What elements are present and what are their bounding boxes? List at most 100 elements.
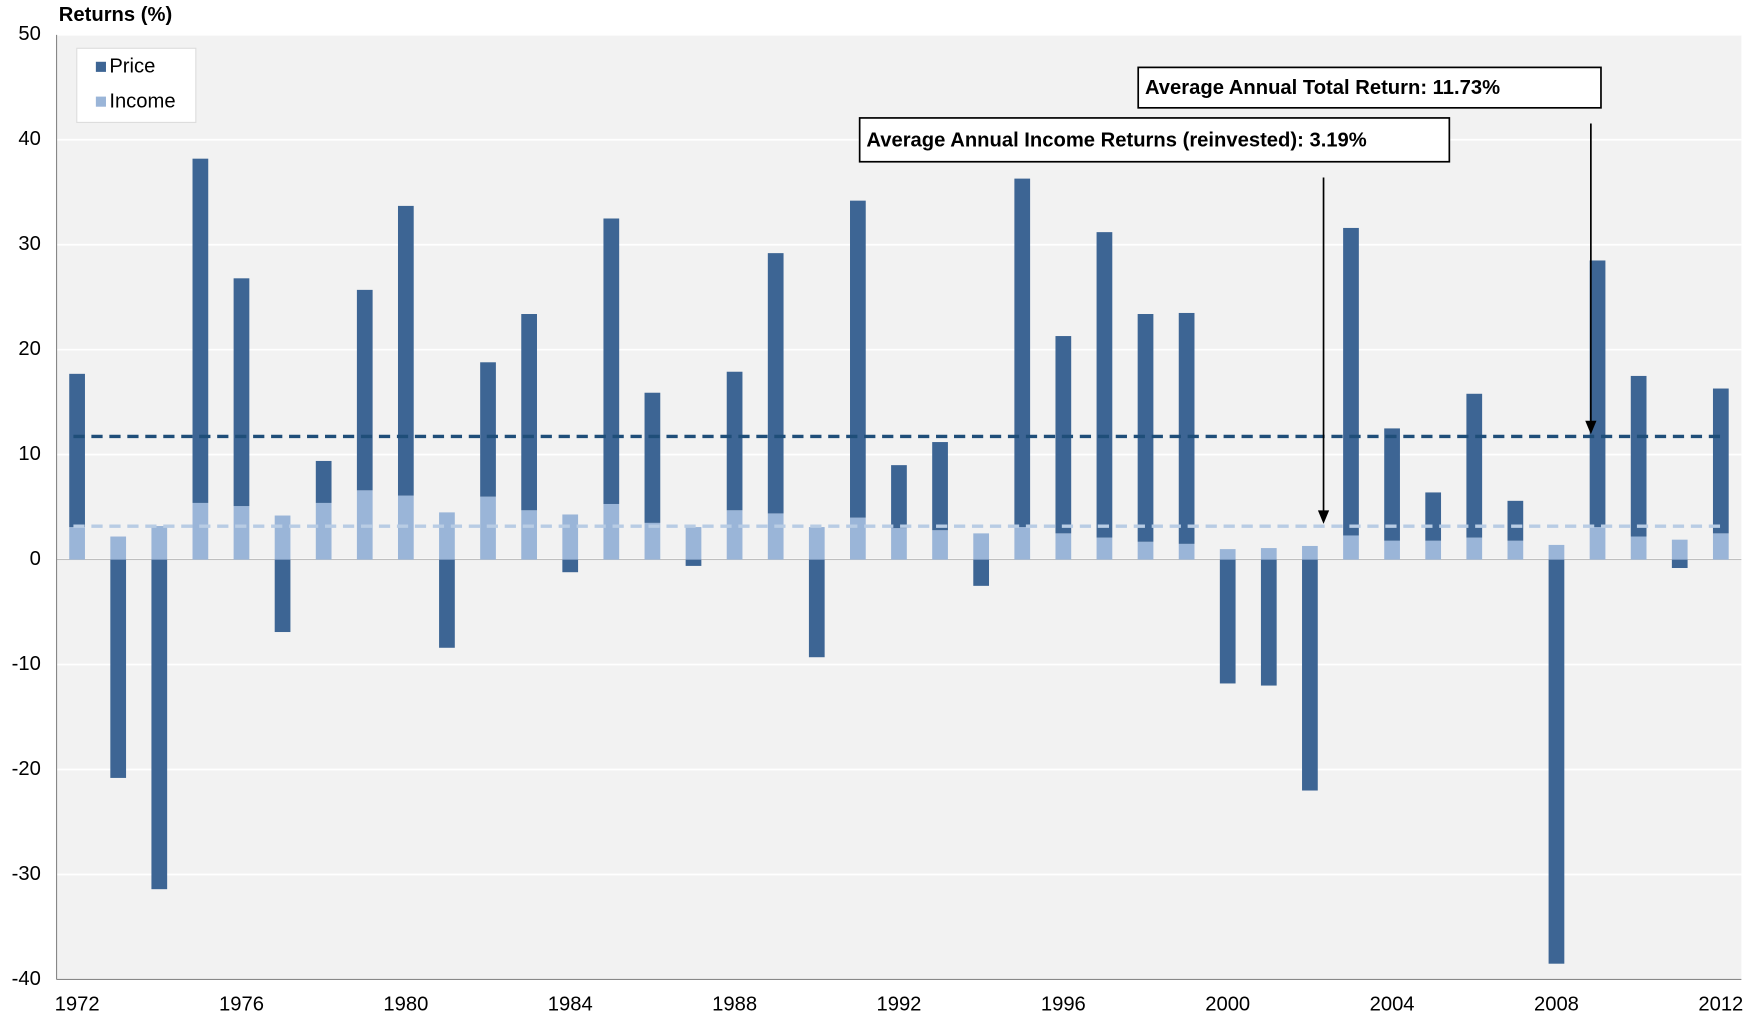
bar-segment bbox=[151, 526, 168, 560]
bar-segment bbox=[808, 559, 825, 658]
bar-segment bbox=[521, 314, 537, 511]
bar-segment bbox=[644, 392, 661, 523]
bar-segment bbox=[480, 362, 496, 497]
bar-segment bbox=[192, 158, 209, 503]
bar-segment bbox=[1425, 492, 1442, 541]
bar-segment bbox=[439, 512, 455, 560]
bar-segment bbox=[1548, 559, 1565, 964]
bar-segment bbox=[562, 559, 579, 573]
bar-segment bbox=[480, 496, 496, 560]
bar-segment bbox=[315, 502, 332, 560]
bar-segment bbox=[1712, 388, 1729, 534]
bar-segment bbox=[1260, 559, 1277, 686]
bar-segment bbox=[1096, 232, 1113, 538]
bar-segment bbox=[891, 528, 907, 560]
bar-segment bbox=[110, 559, 127, 778]
bar-segment bbox=[1219, 559, 1236, 684]
bar-segment bbox=[1260, 548, 1277, 560]
bar-segment bbox=[1055, 336, 1072, 534]
bar-segment bbox=[315, 460, 332, 503]
y-tick-label: -40 bbox=[12, 968, 41, 990]
bar-segment bbox=[850, 517, 866, 560]
y-tick-label: 40 bbox=[18, 128, 40, 150]
bar-segment bbox=[1507, 540, 1524, 560]
bar-segment bbox=[562, 514, 579, 560]
bar-segment bbox=[891, 465, 907, 529]
arrow-head bbox=[1317, 510, 1330, 524]
bar-segment bbox=[439, 559, 455, 648]
bar-segment bbox=[151, 559, 168, 890]
bar-segment bbox=[110, 536, 127, 560]
x-tick-label: 1992 bbox=[876, 994, 921, 1016]
bar-segment bbox=[274, 515, 291, 560]
annotation-box bbox=[1137, 66, 1602, 109]
bar-segment bbox=[1466, 537, 1483, 560]
bar-segment bbox=[69, 527, 85, 560]
y-tick-label: 50 bbox=[18, 23, 40, 45]
bar-segment bbox=[932, 530, 948, 560]
bar-segment bbox=[1466, 393, 1483, 538]
bar-segment bbox=[932, 442, 948, 531]
bar-segment bbox=[1219, 549, 1236, 560]
bar-segment bbox=[1178, 312, 1195, 544]
bar-segment bbox=[1384, 428, 1400, 541]
y-tick-label: -30 bbox=[12, 863, 41, 885]
bar-segment bbox=[1507, 500, 1524, 541]
bar-segment bbox=[1548, 544, 1565, 560]
legend-swatch bbox=[95, 61, 106, 72]
x-tick-label: 2012 bbox=[1698, 994, 1743, 1016]
bar-segment bbox=[1425, 540, 1442, 560]
x-tick-label: 2008 bbox=[1534, 994, 1579, 1016]
bar-segment bbox=[644, 522, 661, 560]
x-tick-label: 1996 bbox=[1041, 994, 1086, 1016]
bar-segment bbox=[973, 533, 990, 560]
bar-segment bbox=[274, 559, 291, 633]
y-tick-label: 30 bbox=[18, 233, 40, 255]
bar-segment bbox=[1589, 527, 1606, 560]
y-tick-label: 20 bbox=[18, 338, 40, 360]
bar-segment bbox=[1302, 545, 1318, 560]
bar-segment bbox=[726, 371, 743, 511]
y-tick-label: 0 bbox=[30, 548, 41, 570]
arrow-head bbox=[1585, 420, 1597, 435]
bar-segment bbox=[233, 278, 250, 507]
bar-segment bbox=[850, 200, 866, 518]
x-tick-label: 2000 bbox=[1205, 994, 1250, 1016]
bar-segment bbox=[1137, 541, 1154, 560]
bar-segment bbox=[397, 205, 414, 496]
bar-segment bbox=[1671, 559, 1688, 569]
bar-segment bbox=[1014, 527, 1031, 560]
x-tick-label: 1972 bbox=[55, 994, 100, 1016]
x-tick-label: 1980 bbox=[383, 994, 428, 1016]
bar-segment bbox=[1096, 537, 1113, 560]
legend: Price Income bbox=[76, 47, 197, 123]
bar-segment bbox=[1137, 314, 1154, 542]
x-tick-label: 1988 bbox=[712, 994, 757, 1016]
annotation-box bbox=[858, 117, 1451, 163]
bar-segment bbox=[685, 559, 702, 566]
y-axis-title: Returns (%) bbox=[59, 4, 172, 26]
bar-segment bbox=[808, 527, 825, 560]
legend-swatch bbox=[95, 96, 106, 107]
bar-segment bbox=[767, 253, 784, 514]
annotation-text: Average Annual Total Return: 11.73% bbox=[1145, 77, 1500, 99]
bar-segment bbox=[521, 510, 537, 560]
annotation-text: Average Annual Income Returns (reinveste… bbox=[866, 129, 1366, 151]
bar-segment bbox=[356, 289, 373, 491]
bar-segment bbox=[1589, 260, 1606, 528]
bar-segment bbox=[1630, 375, 1647, 537]
bar-segment bbox=[192, 502, 209, 560]
legend-label: Income bbox=[109, 91, 175, 113]
bar-segment bbox=[233, 506, 250, 560]
x-tick-label: 1984 bbox=[548, 994, 593, 1016]
bar-segment bbox=[1343, 535, 1359, 560]
legend-label: Price bbox=[109, 56, 155, 78]
bar-segment bbox=[1055, 533, 1072, 560]
y-tick-label: -20 bbox=[12, 758, 41, 780]
y-tick-label: -10 bbox=[12, 653, 41, 675]
bar-segment bbox=[1671, 539, 1688, 560]
bar-segment bbox=[726, 510, 743, 560]
bar-segment bbox=[603, 503, 620, 560]
bar-segment bbox=[1712, 533, 1729, 560]
bar-segment bbox=[1014, 178, 1031, 528]
